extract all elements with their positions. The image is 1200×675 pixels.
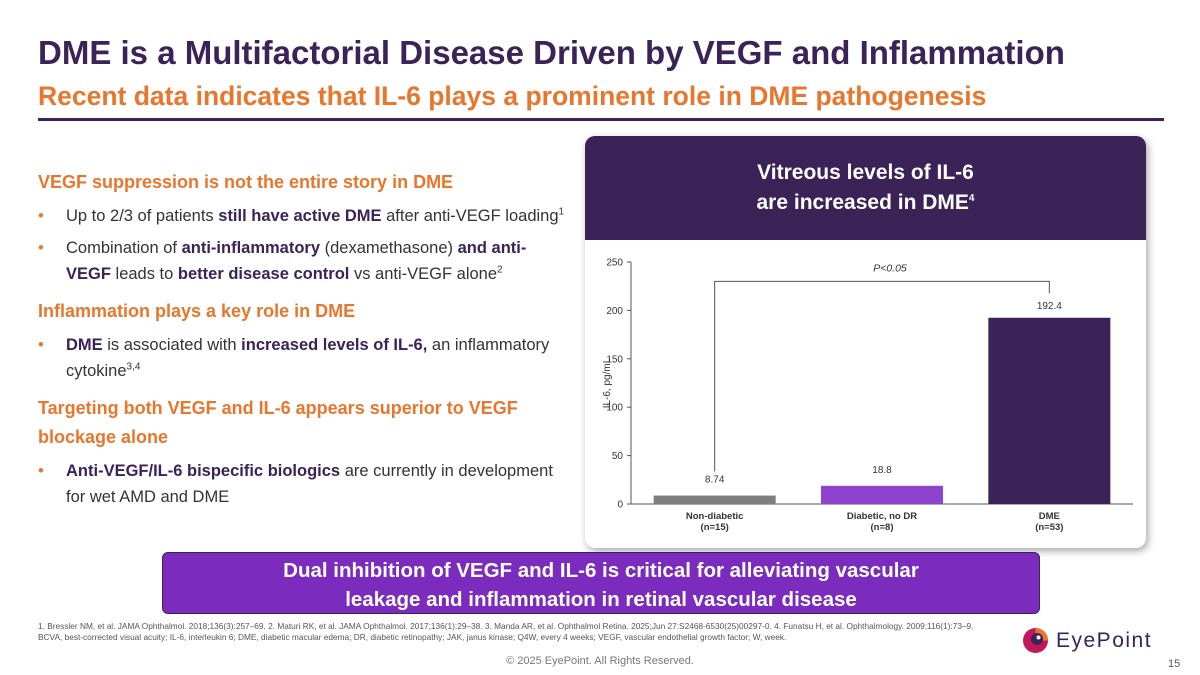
x-tick-label: Non-diabetic: [686, 511, 744, 522]
chart-panel: Vitreous levels of IL-6 are increased in…: [585, 136, 1146, 548]
bar-1: [653, 495, 776, 504]
y-tick-label: 150: [606, 354, 623, 365]
section-heading-inflammation: Inflammation plays a key role in DME: [38, 301, 356, 321]
section-heading-targeting: Targeting both VEGF and IL-6 appears sup…: [38, 398, 518, 447]
slide-subtitle: Recent data indicates that IL-6 plays a …: [38, 81, 987, 111]
reference-superscript: 4: [968, 193, 975, 204]
bullet-highlight: still have active DME: [218, 207, 382, 225]
chart-heading-line2: are increased in DME4: [585, 188, 1146, 218]
y-tick-label: 250: [606, 258, 623, 269]
x-tick-label-n: (n=15): [701, 522, 729, 533]
bullet-text: Combination of: [66, 239, 182, 257]
reference-superscript: 1: [558, 206, 565, 218]
significance-bracket: [714, 280, 1050, 472]
bullet-text: vs anti-VEGF alone: [349, 265, 498, 283]
logo-text: EyePoint: [1056, 629, 1153, 652]
bullet-text: are currently in development for wet AMD…: [66, 462, 553, 506]
bullet-text: after anti-VEGF loading: [381, 207, 559, 225]
bullet-text: Up to 2/3 of patients: [66, 207, 219, 225]
eyepoint-logo-icon: [1023, 628, 1048, 653]
x-tick-label: DME: [1039, 511, 1060, 522]
abbreviations: BCVA, best-corrected visual acuity; IL-6…: [38, 632, 787, 642]
callout-line1: Dual inhibition of VEGF and IL-6 is crit…: [283, 559, 919, 582]
footnotes: 1. Bressler NM, et al. JAMA Ophthalmol. …: [38, 621, 978, 643]
bar-2: [821, 485, 943, 504]
callout-line2: leakage and inflammation in retinal vasc…: [345, 588, 857, 611]
chart-heading-line1: Vitreous levels of IL-6: [757, 161, 974, 184]
bar-value-label: 18.8: [872, 465, 892, 476]
chart-heading-line2-text: are increased in DME: [756, 191, 969, 214]
bullet-dot: •: [38, 336, 44, 354]
page-number: 15: [1168, 658, 1181, 670]
slide-title: DME is a Multifactorial Disease Driven b…: [38, 34, 1065, 71]
bullet-text: is associated with: [102, 336, 242, 354]
key-message-callout: Dual inhibition of VEGF and IL-6 is crit…: [162, 552, 1040, 614]
significance-label: P<0.05: [873, 262, 907, 274]
bullet-il6-levels: • DME is associated with increased level…: [38, 332, 568, 384]
bullet-highlight: and anti-VEGF: [66, 239, 527, 283]
x-tick-label-n: (n=8): [871, 522, 894, 533]
bullet-text: an inflammatory cytokine: [66, 336, 550, 380]
bullet-dot: •: [38, 207, 44, 225]
bar-3: [988, 317, 1111, 504]
y-tick-label: 0: [617, 500, 623, 511]
bullet-text: leads to: [110, 265, 178, 283]
reference-superscript: 3,4: [126, 361, 141, 373]
y-tick-label: 100: [606, 403, 623, 414]
section-heading-vegf: VEGF suppression is not the entire story…: [38, 172, 454, 192]
bullet-highlight: Anti-VEGF/IL-6 bispecific biologics: [66, 462, 341, 480]
bullet-dot: •: [38, 462, 44, 480]
y-tick-label: 200: [606, 306, 623, 317]
references: 1. Bressler NM, et al. JAMA Ophthalmol. …: [38, 621, 974, 631]
chart-panel-heading: Vitreous levels of IL-6 are increased in…: [585, 136, 1146, 240]
left-content: VEGF suppression is not the entire story…: [38, 168, 568, 510]
bullet-highlight: DME: [66, 336, 103, 354]
il6-bar-chart: 0 50 100 150 200 250 IL-6, pg/mL 8.74 Non-diabet…: [602, 258, 1133, 533]
bullet-bispecific: • Anti-VEGF/IL-6 bispecific biologics ar…: [38, 458, 568, 510]
title-divider: [38, 118, 1164, 121]
bullet-highlight: increased levels of IL-6,: [241, 336, 428, 354]
bullet-text: (dexamethasone): [320, 239, 458, 257]
x-tick-label: Diabetic, no DR: [847, 511, 917, 522]
y-tick-label: 50: [612, 451, 624, 462]
reference-superscript: 2: [497, 264, 503, 276]
copyright: © 2025 EyePoint. All Rights Reserved.: [506, 655, 694, 667]
bar-value-label: 192.4: [1037, 301, 1062, 312]
bullet-combination: • Combination of anti-inflammatory (dexa…: [38, 235, 568, 287]
company-logo: EyePoint: [1022, 626, 1172, 656]
bullet-active-dme: • Up to 2/3 of patients still have activ…: [38, 203, 568, 229]
bullet-highlight: better disease control: [177, 265, 350, 283]
y-axis-label: IL-6, pg/mL: [602, 357, 613, 408]
bullet-highlight: anti-inflammatory: [181, 239, 321, 257]
x-tick-label-n: (n=53): [1035, 522, 1063, 533]
bar-value-label: 8.74: [705, 475, 725, 486]
bullet-dot: •: [38, 239, 44, 257]
